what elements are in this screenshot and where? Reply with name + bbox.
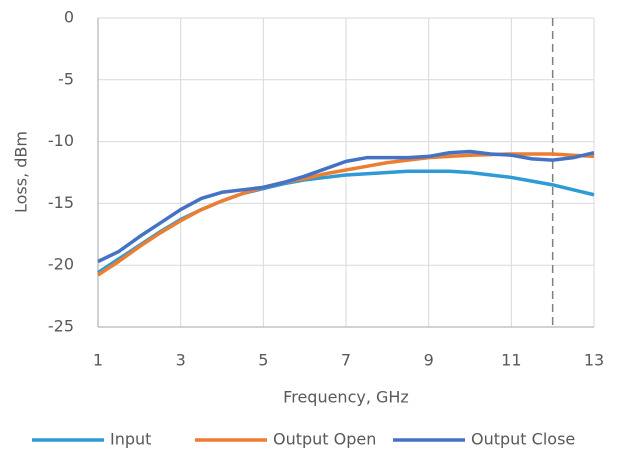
x-axis-label: Frequency, GHz xyxy=(283,388,409,407)
x-tick-label: 5 xyxy=(258,351,268,370)
x-tick-label: 3 xyxy=(176,351,186,370)
x-tick-label: 1 xyxy=(93,351,103,370)
y-tick-label: 0 xyxy=(64,8,74,27)
legend-label: Output Close xyxy=(471,430,575,449)
legend-label: Input xyxy=(110,430,151,449)
y-tick-label: -25 xyxy=(48,317,74,336)
x-tick-label: 11 xyxy=(501,351,521,370)
legend-label: Output Open xyxy=(273,430,376,449)
y-tick-label: -15 xyxy=(48,193,74,212)
x-tick-label: 7 xyxy=(341,351,351,370)
y-tick-label: -20 xyxy=(48,255,74,274)
series-line xyxy=(97,149,595,264)
y-tick-label: -10 xyxy=(48,131,74,150)
y-axis-label: Loss, dBm xyxy=(12,131,31,213)
x-tick-label: 9 xyxy=(424,351,434,370)
x-tick-label: 13 xyxy=(584,351,604,370)
y-tick-label: -5 xyxy=(58,69,74,88)
